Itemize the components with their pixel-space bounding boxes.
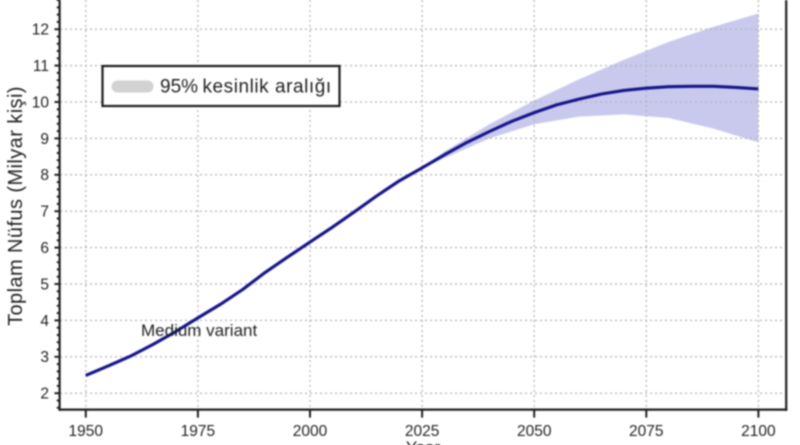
svg-text:2000: 2000 <box>293 423 328 440</box>
svg-text:Year: Year <box>406 438 441 445</box>
svg-text:2050: 2050 <box>517 423 552 440</box>
svg-text:12: 12 <box>32 22 49 39</box>
svg-text:1950: 1950 <box>69 423 104 440</box>
svg-text:8: 8 <box>40 167 49 184</box>
svg-text:2025: 2025 <box>405 423 439 440</box>
svg-text:11: 11 <box>33 58 49 75</box>
svg-text:Toplam Nüfus (Milyar kişi): Toplam Nüfus (Milyar kişi) <box>5 86 27 326</box>
svg-text:2: 2 <box>40 386 49 403</box>
svg-text:Medium variant: Medium variant <box>141 321 257 340</box>
svg-text:7: 7 <box>40 204 49 221</box>
svg-text:4: 4 <box>40 313 49 330</box>
svg-text:95%kesinlik aralığı: 95% kesinlik aralığı <box>160 77 332 98</box>
svg-text:3: 3 <box>40 349 49 366</box>
svg-text:9: 9 <box>40 131 49 148</box>
svg-text:2100: 2100 <box>741 423 776 440</box>
svg-text:2075: 2075 <box>629 423 663 440</box>
svg-text:5: 5 <box>40 276 49 293</box>
svg-text:1975: 1975 <box>181 423 215 440</box>
svg-text:6: 6 <box>40 240 49 257</box>
svg-text:10: 10 <box>32 94 50 111</box>
